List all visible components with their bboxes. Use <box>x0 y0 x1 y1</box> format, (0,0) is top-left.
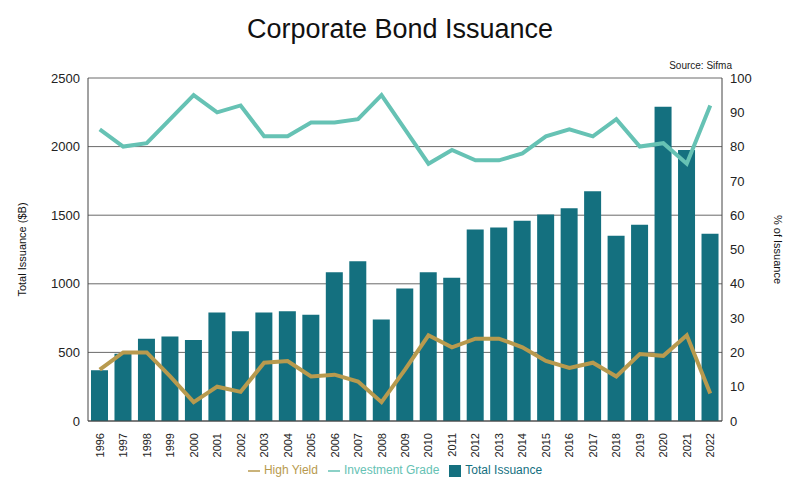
svg-text:2010: 2010 <box>422 433 434 457</box>
svg-text:2013: 2013 <box>493 433 505 457</box>
svg-text:2012: 2012 <box>469 433 481 457</box>
html-text:Total Issuance: Total Issuance <box>465 463 543 477</box>
svg-text:90: 90 <box>730 105 744 120</box>
svg-text:1998: 1998 <box>141 433 153 457</box>
svg-text:1000: 1000 <box>51 276 80 291</box>
svg-text:1999: 1999 <box>164 433 176 457</box>
svg-text:2008: 2008 <box>376 433 388 457</box>
svg-text:2018: 2018 <box>610 433 622 457</box>
svg-text:2002: 2002 <box>235 433 247 457</box>
svg-text:2001: 2001 <box>211 433 223 457</box>
svg-text:0: 0 <box>730 414 737 429</box>
svg-text:2003: 2003 <box>258 433 270 457</box>
svg-text:1997: 1997 <box>117 433 129 457</box>
svg-text:2006: 2006 <box>329 433 341 457</box>
svg-text:2022: 2022 <box>704 433 716 457</box>
svg-text:2009: 2009 <box>399 433 411 457</box>
svg-text:% of Issuance: % of Issuance <box>772 215 784 284</box>
svg-text:40: 40 <box>730 276 744 291</box>
svg-text:70: 70 <box>730 174 744 189</box>
svg-text:2014: 2014 <box>516 433 528 457</box>
svg-text:2000: 2000 <box>51 139 80 154</box>
svg-text:2007: 2007 <box>352 433 364 457</box>
svg-text:10: 10 <box>730 379 744 394</box>
svg-text:2017: 2017 <box>587 433 599 457</box>
svg-text:30: 30 <box>730 311 744 326</box>
svg-text:2020: 2020 <box>657 433 669 457</box>
svg-text:2019: 2019 <box>634 433 646 457</box>
svg-text:2011: 2011 <box>446 433 458 457</box>
html-text:Source: Sifma: Source: Sifma <box>669 60 732 71</box>
svg-text:20: 20 <box>730 345 744 360</box>
svg-text:2500: 2500 <box>51 71 80 86</box>
html-text:Corporate Bond Issuance: Corporate Bond Issuance <box>246 14 554 44</box>
svg-text:0: 0 <box>73 414 80 429</box>
svg-text:2015: 2015 <box>540 433 552 457</box>
svg-text:100: 100 <box>730 71 752 86</box>
html-text:Investment Grade: Investment Grade <box>344 463 440 477</box>
svg-text:2000: 2000 <box>188 433 200 457</box>
svg-text:2004: 2004 <box>282 433 294 457</box>
svg-text:1500: 1500 <box>51 208 80 223</box>
svg-text:50: 50 <box>730 242 744 257</box>
svg-text:2005: 2005 <box>305 433 317 457</box>
svg-text:500: 500 <box>58 345 80 360</box>
svg-text:Total Issuance ($B): Total Issuance ($B) <box>16 202 28 296</box>
svg-text:2021: 2021 <box>681 433 693 457</box>
svg-text:80: 80 <box>730 139 744 154</box>
svg-text:1996: 1996 <box>94 433 106 457</box>
svg-text:2016: 2016 <box>563 433 575 457</box>
svg-text:60: 60 <box>730 208 744 223</box>
html-text:High Yield: High Yield <box>263 463 318 477</box>
